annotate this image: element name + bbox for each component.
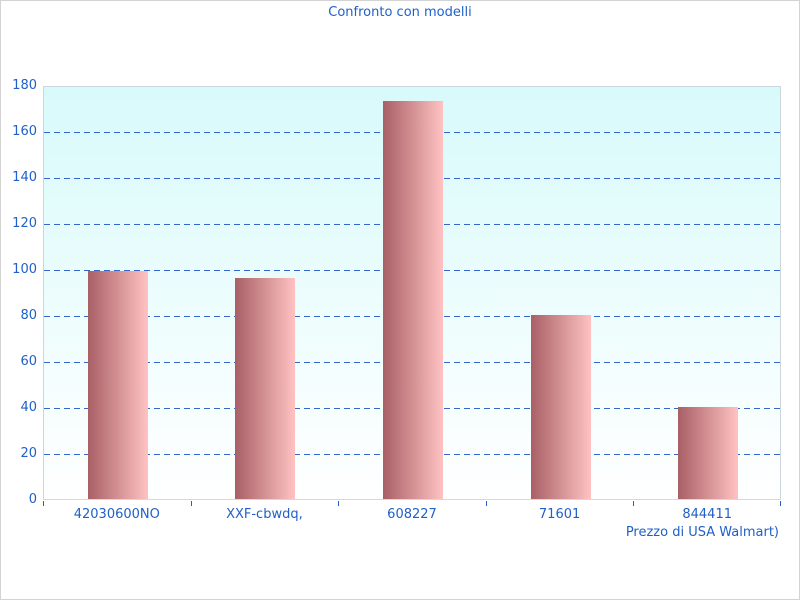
y-axis-tick-label: 60	[20, 354, 37, 369]
bar-42030600NO	[87, 271, 148, 499]
x-axis-tick	[43, 501, 44, 506]
chart-title: Confronto con modelli	[328, 5, 472, 20]
bar-XXF-cbwdq,	[235, 278, 296, 499]
y-axis-tick-label: 0	[28, 492, 37, 507]
x-axis-tick	[633, 501, 635, 506]
plot-area	[43, 86, 781, 500]
y-axis-tick-label: 80	[20, 308, 37, 323]
x-axis-tick	[780, 501, 781, 506]
x-axis-category-label: 844411	[682, 507, 732, 522]
y-axis-tick-label: 40	[20, 400, 37, 415]
y-axis-tick-label: 20	[20, 446, 37, 461]
x-axis-note: Prezzo di USA Walmart)	[625, 525, 779, 540]
x-axis-tick	[485, 501, 487, 506]
y-axis-tick-label: 160	[12, 124, 37, 139]
x-axis-category-label: XXF-cbwdq,	[226, 507, 303, 522]
y-axis-tick-label: 180	[12, 78, 37, 93]
y-axis-tick-label: 140	[12, 170, 37, 185]
x-axis-tick	[190, 501, 192, 506]
x-axis-category-label: 42030600NO	[73, 507, 160, 522]
bar-71601	[530, 315, 591, 499]
bar-608227	[383, 101, 443, 499]
x-axis-category-label: 608227	[387, 507, 437, 522]
y-axis-tick-label: 120	[12, 216, 37, 231]
x-axis-tick	[338, 501, 340, 506]
bar-844411	[678, 407, 739, 499]
y-axis-tick-label: 100	[12, 262, 37, 277]
x-axis-category-label: 71601	[538, 507, 581, 522]
